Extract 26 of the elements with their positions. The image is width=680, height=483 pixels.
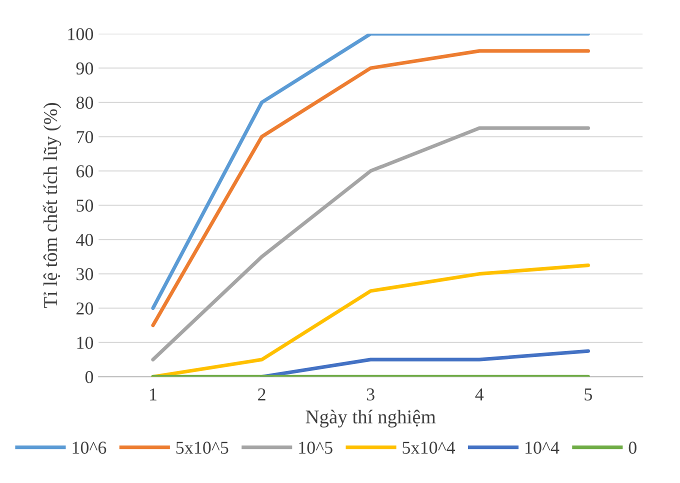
legend-label: 5x10^4 [402,442,456,454]
legend-label: 10^4 [526,442,560,454]
y-tick-label: 30 [76,268,94,280]
legend-label: 0 [628,442,636,454]
y-tick-label: 20 [76,302,94,315]
x-tick-label: 4 [475,388,484,400]
x-tick-label: 3 [366,388,374,401]
line-series [151,263,590,377]
y-tick-label: 40 [76,234,94,246]
legend-label: 5x10^5 [176,442,228,454]
y-tick-label: 100 [68,28,94,40]
x-axis-title: Ngày thí nghiệm [306,410,436,428]
x-tick-label: 2 [258,388,266,400]
x-tick-label: 1 [150,388,156,400]
line-series [151,126,590,362]
y-tick-label: 80 [76,96,94,109]
y-tick-label: 60 [76,165,94,178]
y-axis-title: Tỉ lệ tôm chết tích lũy (%) [42,102,62,308]
legend-label: 10^6 [72,442,106,454]
legend-label: 10^5 [299,442,332,454]
y-tick-label: 90 [76,62,94,75]
x-tick-label: 5 [584,388,592,401]
y-tick-label: 50 [76,200,94,212]
y-tick-label: 10 [77,336,94,349]
y-tick-label: 0 [85,370,94,384]
y-tick-label: 70 [76,130,94,144]
